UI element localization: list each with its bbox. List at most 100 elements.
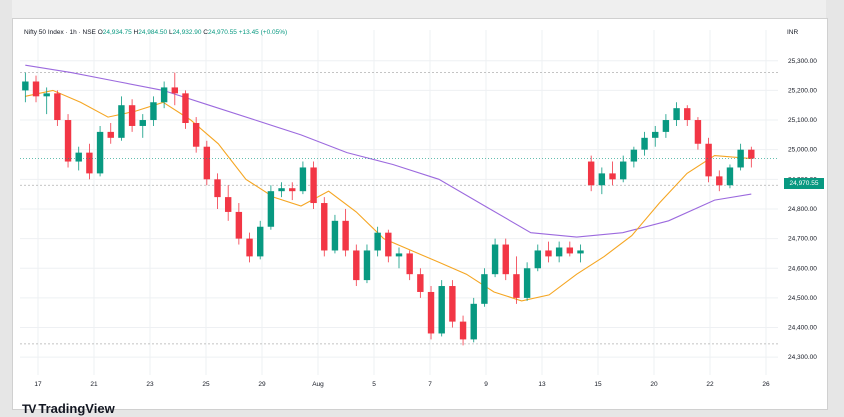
candle-body	[641, 137, 648, 150]
candle-body	[374, 232, 381, 251]
low-value: 24,932.90	[172, 29, 202, 36]
y-tick-label: 24,400.00	[788, 325, 817, 332]
high-label: H	[133, 29, 139, 36]
slow-moving-average-line	[25, 64, 752, 238]
candle-body	[705, 143, 712, 177]
x-tick-label: 23	[146, 381, 154, 388]
brand-watermark[interactable]: TV TradingView	[22, 401, 115, 416]
candle-body	[748, 149, 755, 159]
x-tick-label: 17	[34, 381, 42, 388]
candle-body	[22, 81, 29, 91]
candle-body	[246, 238, 253, 257]
candle-body	[502, 244, 509, 275]
candle-body	[96, 131, 104, 174]
candle-body	[513, 274, 520, 298]
candle-body	[128, 105, 136, 126]
x-tick-label: 25	[202, 381, 210, 388]
candle-body	[716, 176, 723, 186]
x-tick-label: 13	[538, 381, 546, 388]
candle-body	[321, 203, 328, 251]
candle-body	[192, 123, 200, 147]
x-tick-label: 22	[706, 381, 714, 388]
candle-body	[470, 303, 477, 340]
candle-body	[523, 268, 531, 298]
x-tick-label: 5	[372, 381, 376, 388]
candle-body	[257, 226, 264, 257]
candle-body	[566, 247, 574, 254]
x-tick-label: 26	[762, 381, 770, 388]
candle-body	[395, 253, 403, 257]
candle-body	[203, 146, 211, 180]
x-tick-label: Aug	[312, 381, 324, 388]
candle-body	[555, 247, 563, 257]
candle-body	[673, 108, 680, 121]
candle-body	[32, 81, 40, 97]
candle-body	[459, 321, 467, 340]
candle-body	[299, 167, 307, 192]
chart-panel	[12, 18, 828, 410]
y-tick-label: 25,200.00	[788, 87, 817, 94]
y-tick-label: 25,000.00	[788, 147, 817, 154]
candle-body	[385, 232, 392, 257]
candle-body	[214, 179, 221, 198]
candle-body	[118, 105, 125, 138]
candle-body	[726, 167, 734, 186]
candle-body	[662, 120, 670, 132]
y-tick-label: 24,600.00	[788, 265, 817, 272]
y-tick-label: 24,500.00	[788, 295, 817, 302]
open-label: O	[97, 29, 103, 36]
candle-body	[86, 152, 93, 174]
candle-body	[171, 87, 179, 94]
brand-name: TradingView	[38, 401, 115, 416]
fast-moving-average-line	[25, 89, 752, 302]
y-tick-label: 25,300.00	[788, 58, 817, 65]
candle-body	[278, 188, 285, 192]
candle-body	[619, 161, 627, 180]
y-tick-label: 24,300.00	[788, 354, 817, 361]
candle-body	[534, 250, 541, 269]
candle-body	[449, 286, 456, 322]
y-tick-label: 24,800.00	[788, 206, 817, 213]
tradingview-logo-icon: TV	[22, 402, 36, 416]
x-tick-label: 29	[258, 381, 266, 388]
x-tick-label: 21	[90, 381, 98, 388]
candle-body	[427, 291, 435, 334]
candle-body	[224, 197, 232, 212]
x-tick-label: 7	[428, 381, 432, 388]
candle-body	[684, 108, 691, 121]
candle-body	[107, 131, 114, 138]
candle-body	[182, 93, 189, 123]
last-price-tag: 24,970.55	[784, 178, 824, 189]
currency-label: INR	[787, 29, 799, 36]
candle-body	[587, 161, 595, 186]
x-tick-label: 15	[594, 381, 602, 388]
x-tick-label: 20	[650, 381, 658, 388]
y-tick-label: 24,700.00	[788, 236, 817, 243]
change-value: +13.45 (+0.05%)	[238, 29, 288, 36]
candle-body	[577, 250, 584, 254]
candle-body	[43, 93, 50, 97]
candle-body	[267, 191, 275, 227]
candle-body	[64, 120, 72, 162]
high-value: 24,984.50	[138, 29, 168, 36]
candle-body	[481, 274, 488, 304]
top-bar	[12, 0, 826, 18]
candle-body	[630, 149, 638, 162]
candle-body	[54, 93, 61, 121]
candle-body	[652, 131, 659, 138]
symbol-name: Nifty 50 Index · 1h · NSE	[24, 29, 96, 36]
candle-body	[353, 250, 360, 281]
x-tick-label: 9	[484, 381, 488, 388]
candle-body	[160, 87, 168, 103]
candle-body	[363, 250, 371, 281]
candle-body	[609, 173, 616, 180]
candle-body	[331, 220, 339, 251]
candle-body	[438, 286, 445, 334]
candle-body	[310, 167, 317, 204]
candle-body	[75, 152, 82, 162]
close-value: 24,970.55	[208, 29, 237, 36]
candle-body	[417, 274, 424, 292]
close-label: C	[203, 29, 208, 36]
candle-body	[342, 220, 349, 251]
